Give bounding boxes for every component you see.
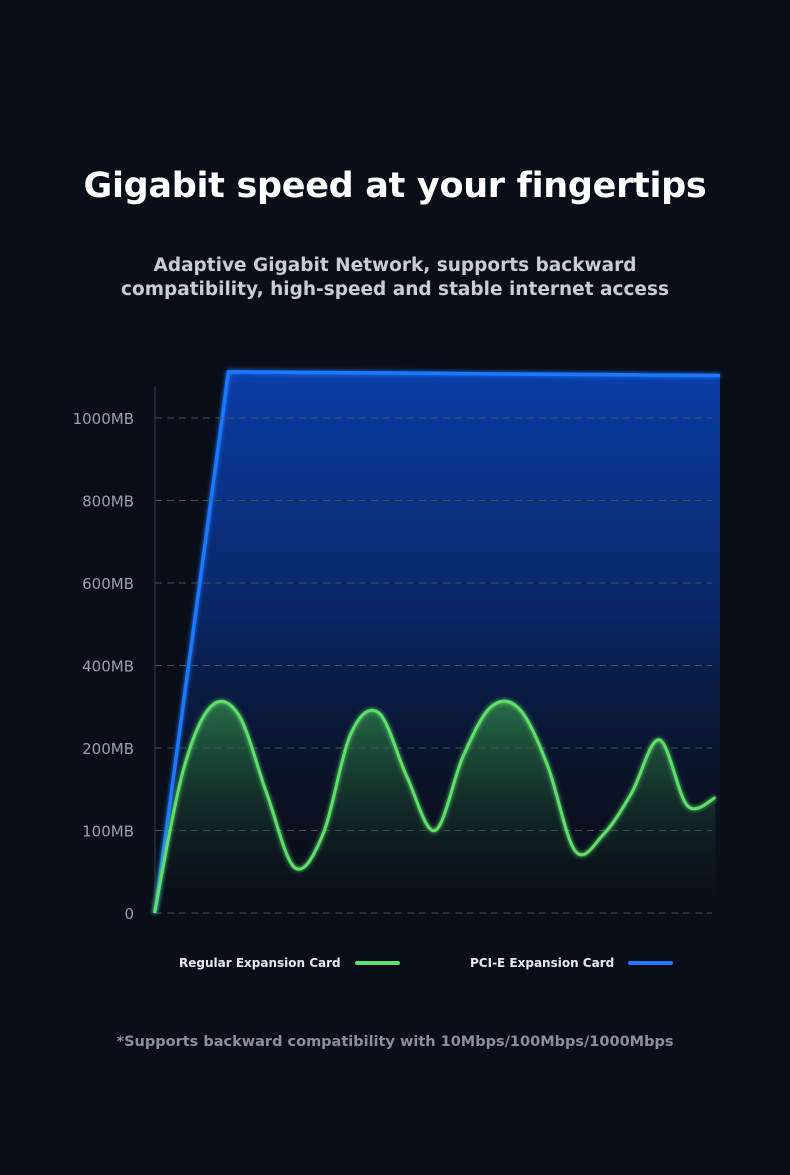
regular-line <box>153 699 717 914</box>
legend-pcie-label: PCI-E Expansion Card <box>470 956 615 970</box>
y-tick-label-600: 600MB <box>82 575 134 593</box>
page-subtitle: Adaptive Gigabit Network, supports backw… <box>121 255 669 300</box>
page-title: Gigabit speed at your fingertips <box>83 166 707 206</box>
legend-pcie: PCI-E Expansion Card <box>470 954 674 972</box>
regular-area <box>154 701 716 913</box>
speed-chart: 0 100MB 200MB 400MB 600MB 800MB 1000MB <box>73 370 721 923</box>
y-tick-label-0: 0 <box>124 905 134 923</box>
y-tick-label-100: 100MB <box>82 823 134 841</box>
y-tick-label-1000: 1000MB <box>73 410 134 428</box>
pcie-area <box>155 371 720 913</box>
y-tick-label-800: 800MB <box>82 493 134 511</box>
legend-pcie-swatch <box>628 961 674 965</box>
pcie-line <box>153 370 721 914</box>
y-tick-label-400: 400MB <box>82 658 134 676</box>
legend-regular-swatch <box>354 961 400 965</box>
y-tick-label-200: 200MB <box>82 740 134 758</box>
legend-regular-label: Regular Expansion Card <box>179 956 341 970</box>
footnote: *Supports backward compatibility with 10… <box>116 1034 674 1050</box>
legend-regular: Regular Expansion Card <box>179 954 400 972</box>
